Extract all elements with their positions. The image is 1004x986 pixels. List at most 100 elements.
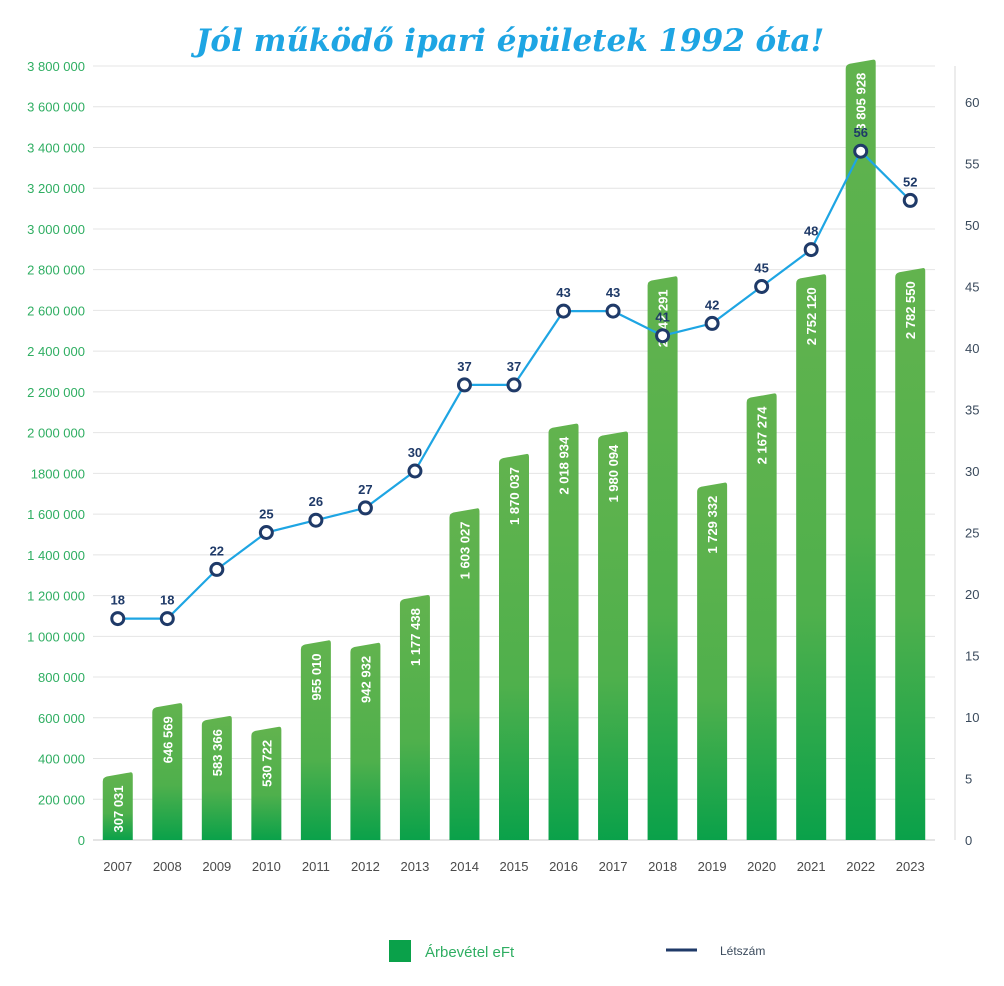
headcount-point-2009: [209, 561, 225, 577]
headcount-value-label: 37: [507, 359, 521, 374]
y-left-tick-label: 2 200 000: [27, 385, 85, 400]
x-tick-label: 2022: [846, 859, 875, 874]
bar-2009: [201, 715, 232, 840]
headcount-point-2008: [159, 611, 175, 627]
y-right-tick-label: 10: [965, 710, 979, 725]
y-right-tick-label: 25: [965, 526, 979, 541]
headcount-value-label: 22: [210, 543, 224, 558]
x-tick-label: 2015: [500, 859, 529, 874]
y-right-tick-label: 30: [965, 464, 979, 479]
y-right-tick-label: 20: [965, 587, 979, 602]
legend-label-headcount: Létszám: [720, 944, 765, 958]
x-tick-label: 2014: [450, 859, 479, 874]
x-tick-label: 2013: [400, 859, 429, 874]
headcount-value-label: 43: [556, 285, 570, 300]
bar-2007: [102, 772, 133, 840]
y-left-tick-label: 1 600 000: [27, 507, 85, 522]
bar-2019: [697, 482, 728, 840]
x-tick-label: 2023: [896, 859, 925, 874]
bar-2023: [895, 268, 926, 841]
headcount-value-label: 18: [111, 593, 125, 608]
y-left-tick-label: 3 000 000: [27, 222, 85, 237]
y-left-tick-label: 400 000: [38, 752, 85, 767]
y-left-tick-label: 600 000: [38, 711, 85, 726]
headcount-value-label: 27: [358, 482, 372, 497]
y-right-tick-label: 60: [965, 95, 979, 110]
left-axis: 0 200 000 400 000 600 000 800 000 1 000 000 1 …: [27, 59, 85, 848]
headcount-value-label: 30: [408, 445, 422, 460]
bar-2017: [598, 431, 629, 840]
headcount-point-2017: [605, 303, 621, 319]
bar-value-label: 1 603 027: [457, 521, 472, 579]
bar-2014: [449, 508, 480, 840]
x-tick-label: 2007: [103, 859, 132, 874]
headcount-point-2013: [407, 463, 423, 479]
y-left-tick-label: 1 400 000: [27, 548, 85, 563]
bar-2018: [647, 276, 678, 840]
x-tick-label: 2021: [797, 859, 826, 874]
bar-value-label: 1 729 332: [705, 496, 720, 554]
bar-2016: [548, 423, 579, 840]
x-tick-label: 2016: [549, 859, 578, 874]
headcount-value-label: 45: [754, 261, 768, 276]
x-tick-label: 2020: [747, 859, 776, 874]
x-axis: 2007 2008 2009 2010 2011 2012 2013 2014 2015 2016…: [103, 859, 924, 874]
headcount-value-label: 43: [606, 285, 620, 300]
right-axis: 0 5 10 15 20 25 30 35 40 45 50 55 60: [954, 66, 979, 848]
bar-value-label: 942 932: [358, 656, 373, 703]
headcount-value-label: 42: [705, 297, 719, 312]
y-left-tick-label: 3 800 000: [27, 59, 85, 74]
headcount-point-2010: [258, 525, 274, 540]
y-right-tick-label: 35: [965, 403, 979, 418]
bar-value-label: 646 569: [160, 716, 175, 763]
y-right-tick-label: 55: [965, 157, 979, 172]
y-left-tick-label: 1 200 000: [27, 589, 85, 604]
y-left-tick-label: 3 600 000: [27, 100, 85, 115]
headcount-point-2011: [308, 512, 324, 528]
headcount-value-label: 37: [457, 359, 471, 374]
x-tick-label: 2012: [351, 859, 380, 874]
x-tick-label: 2017: [599, 859, 628, 874]
y-left-tick-label: 1 000 000: [27, 629, 85, 644]
bar-value-label: 530 722: [259, 740, 274, 787]
bar-value-label: 583 366: [210, 729, 225, 776]
y-left-tick-label: 3 200 000: [27, 181, 85, 196]
bar-2022: [845, 59, 876, 841]
grid: [93, 65, 935, 841]
bar-2015: [499, 453, 529, 840]
bar-2020: [746, 393, 777, 840]
y-left-tick-label: 800 000: [38, 670, 85, 685]
y-left-tick-label: 3 400 000: [27, 140, 85, 155]
y-left-tick-label: 1800 000: [31, 466, 85, 481]
headcount-value-label: 41: [655, 310, 669, 325]
bar-value-label: 2 782 550: [903, 281, 918, 339]
headcount-point-2018: [655, 328, 671, 344]
headcount-point-2016: [556, 303, 572, 319]
y-left-tick-label: 200 000: [38, 792, 85, 807]
headcount-value-label: 18: [160, 593, 174, 608]
y-right-tick-label: 15: [965, 649, 979, 664]
headcount-point-2021: [803, 242, 819, 258]
headcount-point-2007: [110, 611, 126, 627]
y-left-tick-label: 2 000 000: [27, 426, 85, 441]
x-tick-label: 2009: [202, 859, 231, 874]
bar-value-label: 1 870 037: [507, 467, 522, 525]
bar-value-label: 1 177 438: [408, 608, 423, 666]
x-tick-label: 2008: [153, 859, 182, 874]
bar-value-label: 2 752 120: [804, 287, 819, 345]
x-tick-label: 2018: [648, 859, 677, 874]
headcount-value-label: 52: [903, 174, 917, 189]
headcount-value-label: 56: [853, 125, 867, 140]
headcount-point-2014: [456, 377, 472, 393]
bars: 307 031 646 569 583 366 530 722 955 010 942 9…: [102, 59, 926, 841]
bar-value-label: 1 980 094: [606, 444, 621, 503]
headcount-point-2012: [357, 500, 373, 516]
headcount-value-label: 26: [309, 494, 323, 509]
y-left-tick-label: 2 400 000: [27, 344, 85, 359]
bar-value-label: 307 031: [111, 785, 126, 832]
headcount-point-2019: [704, 315, 720, 331]
y-right-tick-label: 50: [965, 218, 979, 233]
legend: Árbevétel eFt Létszám: [389, 940, 765, 962]
bar-value-label: 3 805 928: [854, 73, 869, 131]
